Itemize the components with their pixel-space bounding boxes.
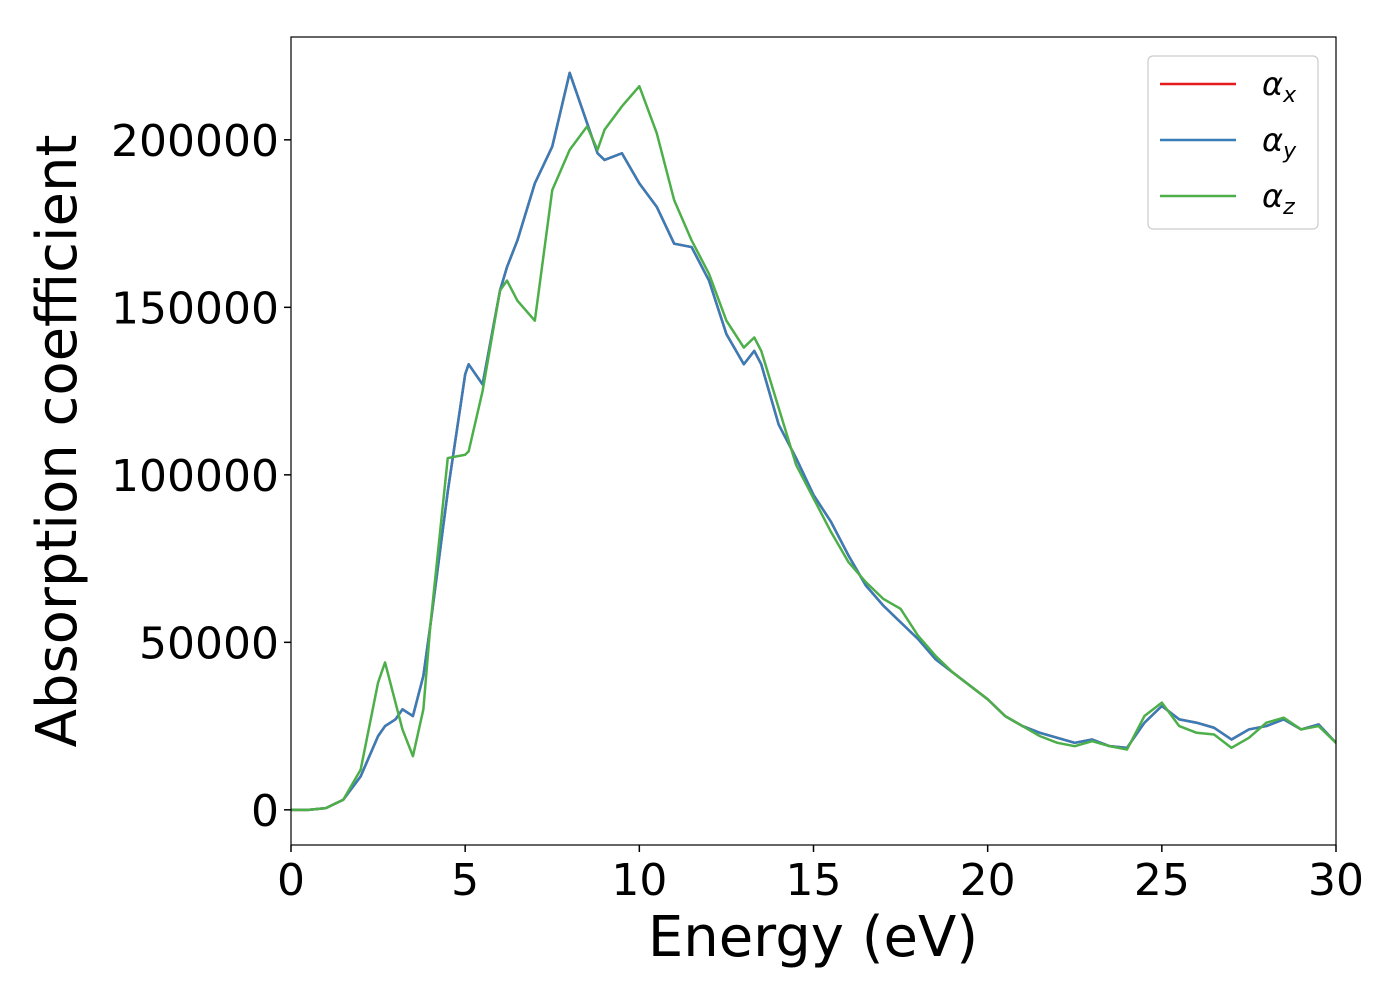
y-tick-label: 50000 xyxy=(139,618,279,669)
x-tick-label: 20 xyxy=(960,855,1016,906)
y-tick-label: 0 xyxy=(251,786,279,837)
y-axis-label: Absorption coefficient xyxy=(25,135,90,748)
legend-label: αx xyxy=(1262,65,1297,108)
x-tick-label: 10 xyxy=(611,855,667,906)
x-tick-label: 15 xyxy=(786,855,842,906)
y-tick-label: 150000 xyxy=(111,283,279,334)
x-tick-label: 5 xyxy=(451,855,479,906)
plot-frame xyxy=(290,36,1337,846)
y-tick-label: 200000 xyxy=(111,116,279,167)
x-tick-label: 25 xyxy=(1134,855,1190,906)
series-line xyxy=(291,84,1336,812)
legend-label: αz xyxy=(1262,177,1295,220)
legend-label: αy xyxy=(1262,121,1297,164)
y-tick-label: 100000 xyxy=(111,451,279,502)
x-tick-label: 30 xyxy=(1308,855,1364,906)
legend-box xyxy=(1147,55,1319,230)
x-axis-label: Energy (eV) xyxy=(648,905,978,970)
x-tick-label: 0 xyxy=(277,855,305,906)
